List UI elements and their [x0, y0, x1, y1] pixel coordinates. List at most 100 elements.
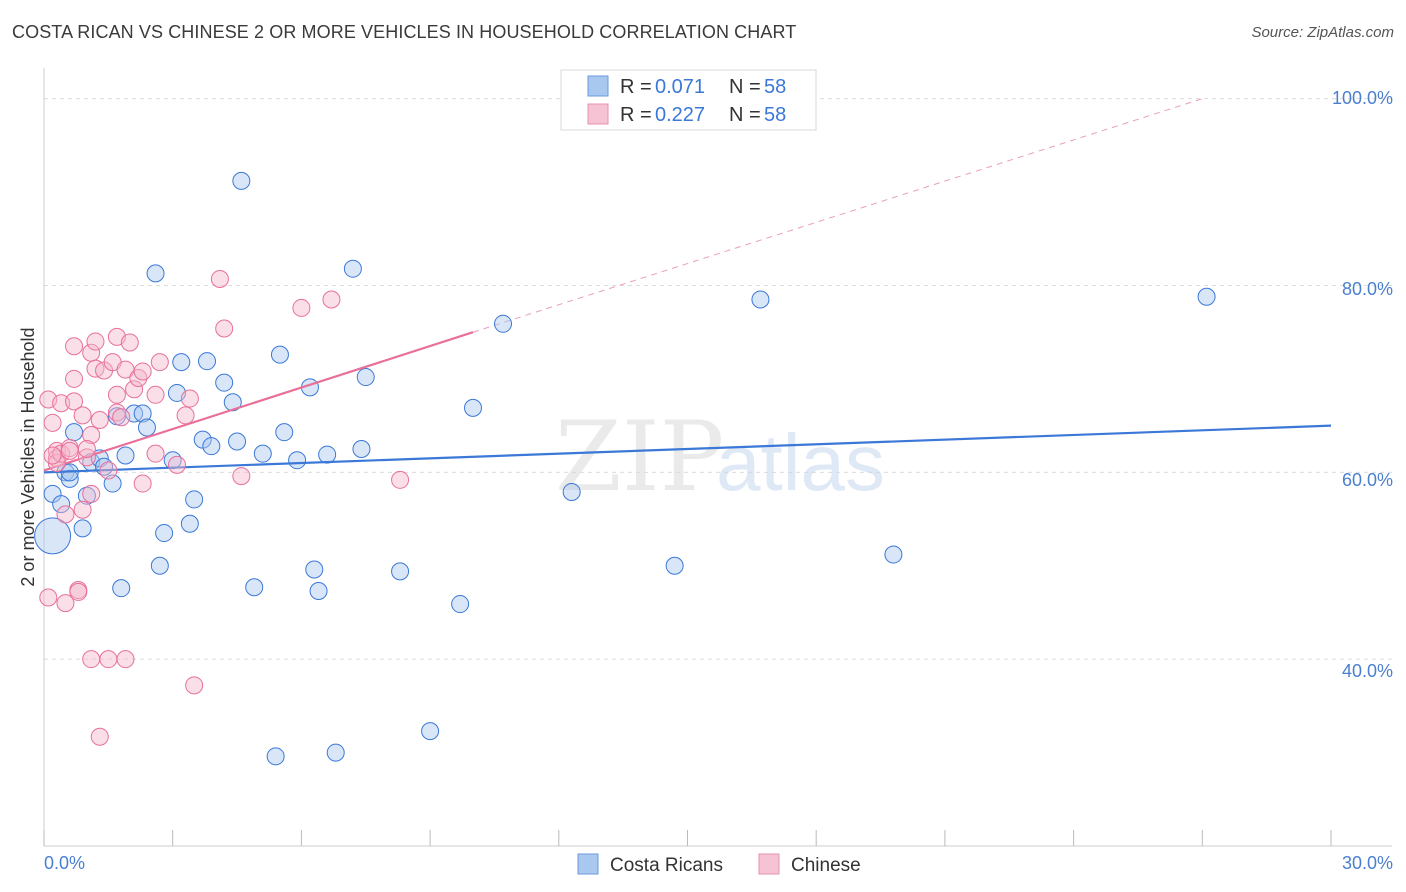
chinese-point-43 [146, 385, 165, 404]
chart-title: COSTA RICAN VS CHINESE 2 OR MORE VEHICLE… [12, 22, 797, 42]
costa-ricans-point-50 [464, 398, 482, 417]
chinese-point-51 [215, 319, 234, 338]
legend-n-label-1: N = [729, 76, 761, 98]
legend-box: R = 0.071 N = 58 R = 0.227 N = 58 [560, 69, 817, 131]
costa-ricans-point-45 [352, 439, 371, 458]
legend-r-label-1: R = [620, 76, 652, 98]
chinese-point-38 [120, 333, 139, 352]
bottom-legend-chinese: Chinese [791, 855, 861, 876]
chinese-point-22 [82, 425, 101, 444]
chinese-point-33 [107, 385, 126, 404]
chinese-point-11 [60, 441, 79, 460]
y-tick-label-80: 80.0% [1342, 279, 1393, 299]
costa-ricans-point-51 [494, 314, 513, 333]
costa-ricans-point-13 [112, 579, 131, 598]
chinese-point-42 [133, 474, 152, 493]
costa-ricans-point-34 [253, 444, 272, 463]
chinese-point-46 [167, 455, 186, 474]
costa-ricans-point-41 [309, 581, 328, 600]
costa-ricans-point-2 [52, 495, 71, 514]
costa-ricans-point-56 [1197, 287, 1216, 306]
watermark: ZIP atlas [555, 401, 885, 513]
watermark-zip: ZIP [555, 401, 724, 513]
x-ticks [43, 830, 1332, 846]
bottom-legend-swatch-chinese [758, 853, 780, 875]
costa-ricans-point-25 [185, 490, 204, 509]
costa-ricans-point-33 [245, 578, 264, 597]
chinese-point-25 [86, 332, 105, 351]
legend-n-value-1: 58 [764, 76, 786, 98]
chinese-points [39, 269, 410, 746]
costa-ricans-point-46 [356, 368, 375, 387]
costa-ricans-point-52 [562, 482, 581, 501]
costa-ricans-point-24 [180, 514, 199, 533]
chinese-point-57 [77, 439, 96, 458]
costa-ricans-point-14 [116, 446, 135, 465]
y-tick-label-100: 100.0% [1332, 88, 1393, 108]
costa-ricans-point-36 [270, 345, 289, 364]
costa-ricans-point-16 [133, 404, 152, 423]
costa-ricans-point-48 [421, 722, 440, 741]
chinese-point-8 [56, 505, 75, 524]
costa-ricans-point-54 [751, 290, 770, 309]
chinese-point-37 [116, 650, 135, 669]
legend-n-label-2: N = [729, 104, 761, 126]
chinese-point-41 [133, 362, 152, 381]
chinese-point-23 [82, 650, 101, 669]
costa-ricans-point-20 [155, 524, 174, 543]
chinese-point-0 [39, 588, 58, 607]
x-tick-label-min: 0.0% [44, 853, 85, 873]
costa-ricans-trend-line [43, 424, 1332, 474]
chinese-point-55 [391, 470, 410, 489]
costa-ricans-point-35 [266, 747, 285, 766]
legend-swatch-costa-ricans [587, 75, 609, 97]
chinese-point-29 [99, 461, 118, 480]
chinese-point-27 [90, 727, 109, 746]
chinese-point-52 [232, 467, 251, 486]
costa-ricans-point-0 [34, 517, 72, 555]
chinese-trend-line [43, 331, 474, 472]
costa-ricans-point-53 [665, 556, 684, 575]
chinese-point-2 [43, 413, 62, 432]
chinese-trend-extension [472, 98, 1203, 333]
chinese-point-47 [176, 406, 195, 425]
chinese-point-16 [69, 582, 88, 601]
y-tick-label-40: 40.0% [1342, 661, 1393, 681]
x-tick-label-max: 30.0% [1342, 853, 1393, 873]
chinese-point-12 [65, 337, 84, 356]
chinese-point-14 [65, 392, 84, 411]
costa-ricans-point-5 [65, 423, 84, 442]
costa-ricans-point-29 [215, 373, 234, 392]
bottom-legend-swatch-costa-ricans [577, 853, 599, 875]
chinese-point-35 [112, 408, 131, 427]
y-tick-label-60: 60.0% [1342, 470, 1393, 490]
costa-ricans-point-6 [73, 519, 92, 538]
chinese-point-50 [210, 269, 229, 288]
costa-ricans-point-18 [146, 264, 165, 283]
costa-ricans-point-43 [326, 743, 345, 762]
costa-ricans-point-47 [391, 562, 410, 581]
chinese-point-9 [56, 594, 75, 613]
chinese-point-30 [99, 650, 118, 669]
trend-lines [472, 98, 1203, 333]
chinese-point-48 [180, 389, 199, 408]
legend-r-value-2: 0.227 [655, 104, 705, 126]
chinese-point-21 [82, 484, 101, 503]
bottom-legend: Costa Ricans Chinese [577, 853, 861, 876]
costa-ricans-points [34, 171, 1332, 766]
y-axis-label: 2 or more Vehicles in Household [18, 327, 38, 586]
chinese-point-26 [90, 411, 109, 430]
costa-ricans-point-42 [318, 445, 337, 464]
costa-ricans-point-28 [202, 437, 221, 456]
bottom-legend-costa-ricans: Costa Ricans [610, 855, 723, 876]
legend-r-value-1: 0.071 [655, 76, 705, 98]
costa-ricans-point-40 [305, 560, 324, 579]
costa-ricans-point-44 [343, 259, 362, 278]
chinese-point-13 [65, 369, 84, 388]
costa-ricans-point-37 [275, 423, 294, 442]
legend-swatch-chinese [587, 103, 609, 125]
costa-ricans-point-55 [884, 545, 903, 564]
legend-r-label-2: R = [620, 104, 652, 126]
costa-ricans-point-32 [232, 171, 251, 190]
costa-ricans-point-23 [172, 353, 191, 372]
